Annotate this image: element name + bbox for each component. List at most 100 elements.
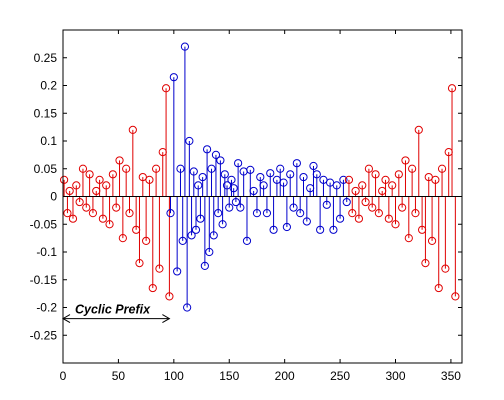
stem-marker [63,209,72,218]
stem-marker [135,259,144,268]
stem-marker [229,184,238,193]
stem-marker [82,203,91,212]
y-tick-label: 0.15 [34,106,58,120]
stem-marker [401,156,410,165]
stem-marker [209,231,218,240]
y-tick-label: -0.05 [30,217,58,231]
stem-marker [211,150,221,159]
stem-marker [242,236,252,245]
stem-marker [202,145,212,154]
stem-marker [398,203,407,212]
stem-marker [246,165,255,174]
stem-marker [165,292,174,301]
stem-marker [231,197,240,207]
stem-marker [441,264,450,273]
stem-marker [200,261,209,270]
stem-marker [342,197,351,207]
stem-marker [391,220,400,229]
stem-marker [424,172,433,182]
stem-marker [289,203,298,212]
series-cyclic-prefix [60,84,174,301]
stem-marker [404,234,413,243]
stem-marker [236,203,245,212]
stem-marker [374,209,383,218]
stem-marker [65,186,74,196]
stem-marker [196,214,205,223]
stem-marker [152,164,161,173]
stem-marker [309,161,318,171]
stem-marker [207,164,216,173]
stem-marker [326,178,335,187]
stem-marker [234,159,243,168]
stem-marker [173,267,182,276]
stem-marker [128,125,137,134]
stem-marker [194,181,203,190]
y-tick-label: 0.2 [40,79,57,93]
y-tick-label: 0.1 [40,134,57,148]
stem-marker [75,197,84,207]
stem-marker [161,84,171,93]
stem-marker [142,236,151,245]
stem-marker [225,203,234,212]
stem-marker [185,136,194,146]
stem-marker [282,222,291,232]
stem-marker [279,178,288,187]
y-tick-label: -0.2 [36,301,57,315]
y-axis: 0.25 0.2 0.15 0.1 0.05 0 -0.05 -0.1 -0.15 -0.2 -0.… [30,51,462,342]
stem-marker [437,164,447,173]
stem-marker [431,175,440,184]
cyclic-prefix-label: Cyclic Prefix [75,303,151,317]
stem-marker [322,200,331,209]
stem-marker [227,175,236,184]
stem-marker [252,209,262,218]
stem-marker [451,292,460,301]
stem-marker [262,209,272,218]
stem-marker [112,203,121,212]
stem-marker [205,247,214,257]
stem-marker [220,170,229,179]
stem-marker [198,172,207,182]
stem-marker [339,175,348,184]
stem-marker [348,209,357,218]
stem-series-layer [60,42,460,312]
stem-marker [145,175,154,184]
stem-marker [105,220,114,229]
x-axis: 0 50 100 150 200 250 300 350 [60,30,461,383]
stem-marker [122,164,131,173]
stem-marker [335,214,345,223]
stem-marker [259,181,268,190]
stem-marker [256,172,265,182]
stem-marker [218,220,227,229]
stem-marker [78,164,88,173]
stem-marker [72,181,81,190]
stem-marker [125,209,134,218]
y-tick-label: -0.1 [36,245,57,259]
x-tick-label: 300 [385,369,405,383]
stem-marker [414,125,423,134]
stem-marker [266,169,275,178]
stem-marker [60,175,69,184]
stem-marker [88,209,98,218]
stem-marker [312,170,321,179]
x-tick-label: 200 [275,369,295,383]
stem-marker [95,175,104,184]
stem-marker [411,209,420,218]
stem-marker [138,172,147,182]
stem-marker [68,214,78,223]
stem-marker [118,234,127,243]
series-symbol [166,42,351,312]
stem-marker [364,164,373,173]
stem-marker [299,172,308,182]
stem-marker [381,175,390,184]
stem-marker [216,156,225,165]
stem-marker [191,225,201,234]
stem-marker [316,225,325,234]
y-tick-label: 0.25 [34,51,58,65]
stem-marker [292,159,301,168]
stem-marker [98,214,108,223]
stem-marker [354,214,364,223]
stem-marker [148,283,157,293]
stem-marker [384,214,393,223]
stem-marker [166,209,175,218]
